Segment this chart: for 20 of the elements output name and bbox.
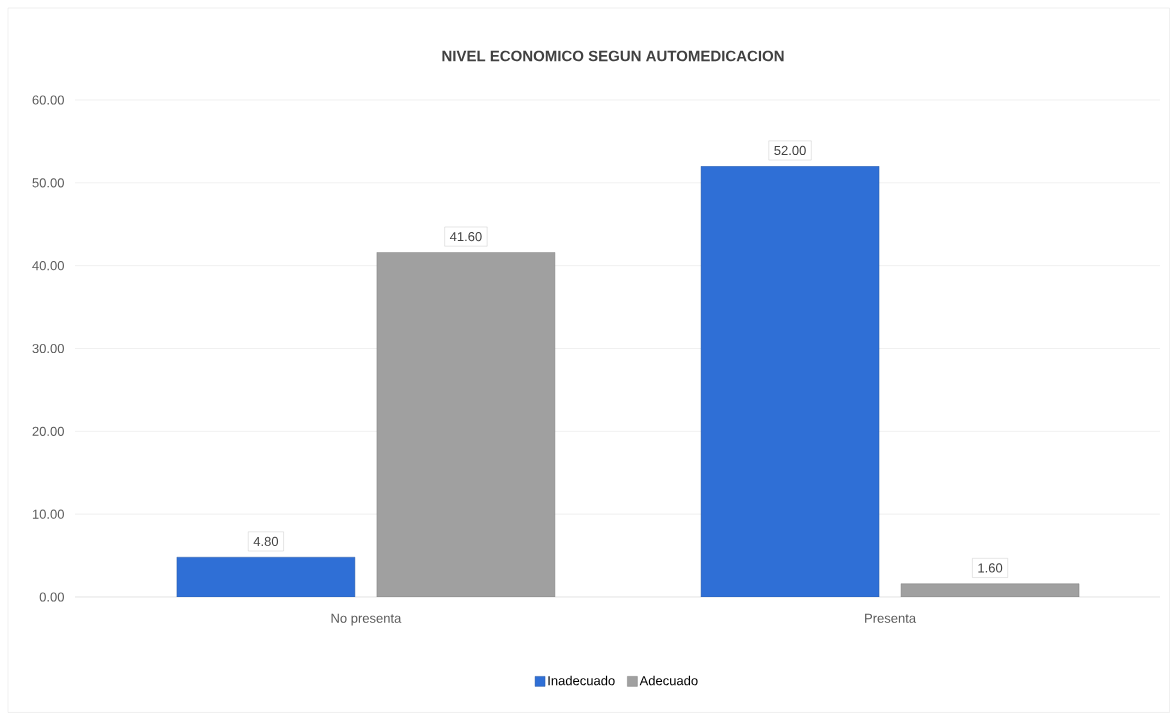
y-tick-label: 20.00 bbox=[32, 426, 64, 436]
bar bbox=[176, 557, 356, 597]
y-tick-label: 50.00 bbox=[32, 178, 64, 188]
x-tick-label: No presenta bbox=[331, 613, 402, 626]
chart-title: NIVEL ECONOMICO SEGUN AUTOMEDICACION bbox=[442, 50, 784, 62]
data-label: 4.80 bbox=[253, 536, 279, 547]
y-tick-label: 60.00 bbox=[32, 95, 64, 105]
y-tick-label: 0.00 bbox=[39, 592, 64, 602]
legend-label: Inadecuado bbox=[548, 675, 615, 686]
data-label: 52.00 bbox=[774, 145, 806, 156]
y-tick-label: 10.00 bbox=[32, 509, 64, 519]
legend-label: Adecuado bbox=[639, 675, 698, 686]
bar bbox=[376, 252, 556, 597]
y-tick-label: 30.00 bbox=[32, 343, 64, 354]
x-tick-label: Presenta bbox=[865, 613, 917, 623]
data-label: 41.60 bbox=[449, 231, 482, 242]
data-label: 1.60 bbox=[978, 563, 1003, 573]
bar bbox=[700, 166, 880, 597]
y-tick-label: 40.00 bbox=[32, 261, 64, 271]
bar bbox=[900, 583, 1080, 597]
